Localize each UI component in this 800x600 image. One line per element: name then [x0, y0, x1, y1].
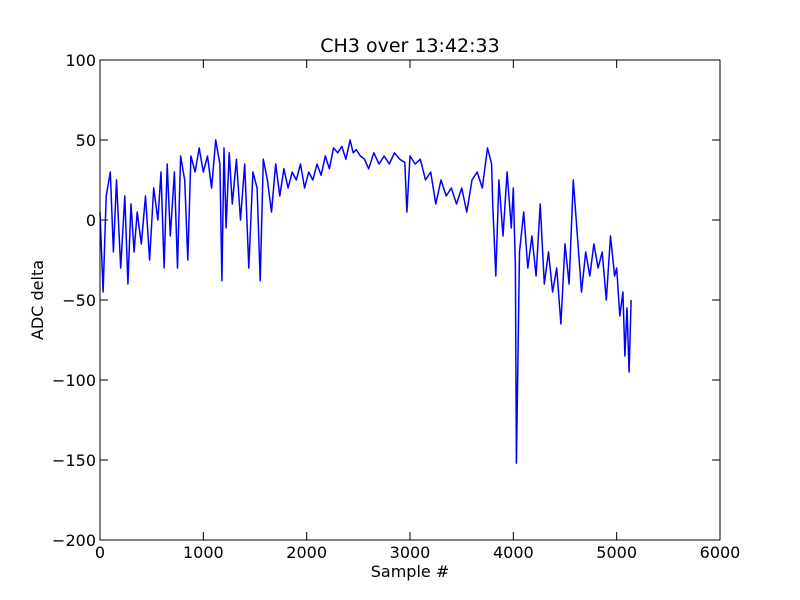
x-axis-label: Sample #	[371, 562, 449, 581]
x-tick-label: 5000	[596, 543, 637, 562]
y-tick-label: 0	[86, 211, 96, 230]
y-axis-ticks: 100 50 0 −50 −100 −150 −200	[52, 51, 720, 550]
plot-frame	[99, 59, 721, 541]
plot-area	[99, 139, 632, 464]
y-tick-label: 100	[65, 51, 96, 70]
y-tick-label: −200	[52, 531, 96, 550]
x-tick-label: 4000	[493, 543, 534, 562]
x-tick-label: 0	[95, 543, 105, 562]
x-tick-label: 3000	[390, 543, 431, 562]
y-tick-label: −50	[62, 291, 96, 310]
chart-title: CH3 over 13:42:33	[320, 35, 499, 57]
y-tick-label: −150	[52, 451, 96, 470]
series-line-0	[99, 139, 632, 464]
x-tick-label: 1000	[183, 543, 224, 562]
y-tick-label: 50	[76, 131, 96, 150]
x-tick-label: 6000	[700, 543, 741, 562]
x-tick-label: 2000	[286, 543, 327, 562]
y-tick-label: −100	[52, 371, 96, 390]
y-axis-label: ADC delta	[28, 260, 47, 340]
